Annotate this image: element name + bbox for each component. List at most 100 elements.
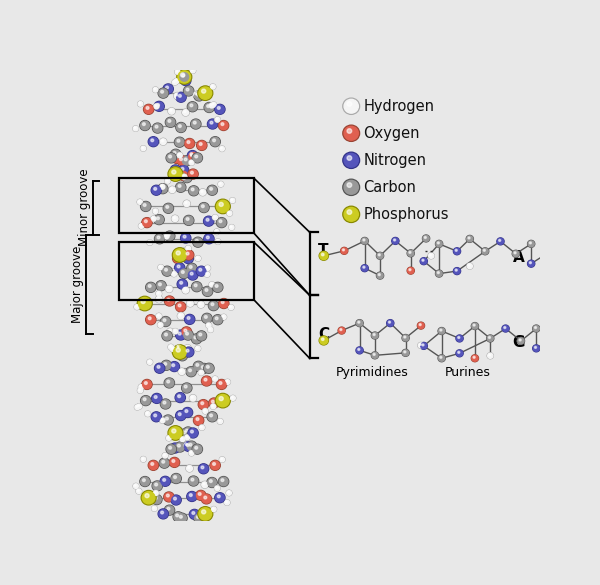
Circle shape <box>181 327 191 337</box>
Circle shape <box>182 175 184 177</box>
Circle shape <box>169 108 175 114</box>
Circle shape <box>176 92 186 102</box>
Circle shape <box>158 322 163 328</box>
Circle shape <box>170 362 179 371</box>
Circle shape <box>189 153 197 161</box>
Circle shape <box>184 86 194 96</box>
Circle shape <box>182 247 188 254</box>
Circle shape <box>160 418 165 423</box>
Circle shape <box>205 235 213 243</box>
Circle shape <box>187 102 197 112</box>
Circle shape <box>403 335 409 341</box>
Circle shape <box>212 215 218 220</box>
Circle shape <box>535 326 536 329</box>
Circle shape <box>161 90 164 93</box>
Circle shape <box>181 233 191 243</box>
Circle shape <box>167 298 170 301</box>
Circle shape <box>535 346 536 348</box>
Circle shape <box>407 250 414 256</box>
Circle shape <box>187 301 193 307</box>
Circle shape <box>208 479 216 487</box>
Circle shape <box>181 75 191 85</box>
Circle shape <box>575 254 577 256</box>
Circle shape <box>160 316 170 326</box>
Circle shape <box>376 272 383 279</box>
Circle shape <box>154 101 164 111</box>
Circle shape <box>153 209 158 214</box>
Circle shape <box>135 405 140 410</box>
Circle shape <box>167 287 169 289</box>
Circle shape <box>175 256 178 259</box>
Circle shape <box>187 300 194 307</box>
Circle shape <box>198 493 201 495</box>
Circle shape <box>182 173 192 183</box>
Circle shape <box>160 184 165 190</box>
Circle shape <box>578 336 587 345</box>
Circle shape <box>189 450 194 456</box>
Circle shape <box>173 427 183 437</box>
Circle shape <box>146 315 155 324</box>
Circle shape <box>175 429 178 432</box>
Circle shape <box>572 252 582 261</box>
Circle shape <box>166 417 169 420</box>
Circle shape <box>177 153 182 158</box>
Circle shape <box>184 216 193 225</box>
Circle shape <box>193 283 201 291</box>
Circle shape <box>205 104 214 112</box>
Circle shape <box>221 301 224 304</box>
Circle shape <box>152 495 162 504</box>
Circle shape <box>155 483 158 486</box>
Circle shape <box>186 436 187 438</box>
Circle shape <box>195 155 197 158</box>
Circle shape <box>166 205 169 208</box>
Circle shape <box>152 506 157 511</box>
Circle shape <box>225 380 230 384</box>
Circle shape <box>185 246 191 251</box>
Circle shape <box>178 332 181 335</box>
Circle shape <box>170 109 172 111</box>
Circle shape <box>164 492 174 502</box>
Circle shape <box>178 184 181 187</box>
Circle shape <box>183 408 192 417</box>
Circle shape <box>136 406 137 407</box>
Circle shape <box>143 204 146 207</box>
Circle shape <box>392 238 399 245</box>
Circle shape <box>171 473 181 483</box>
Circle shape <box>338 328 345 333</box>
Circle shape <box>195 346 200 351</box>
Circle shape <box>418 342 424 349</box>
Circle shape <box>174 78 179 84</box>
Circle shape <box>176 345 182 350</box>
Circle shape <box>179 349 187 358</box>
Circle shape <box>178 71 191 83</box>
Circle shape <box>173 329 178 333</box>
Circle shape <box>163 453 167 458</box>
Circle shape <box>156 297 162 302</box>
Circle shape <box>172 345 187 359</box>
Circle shape <box>142 479 145 481</box>
Circle shape <box>210 121 213 124</box>
Circle shape <box>166 180 168 181</box>
Circle shape <box>202 510 206 514</box>
Circle shape <box>177 139 180 142</box>
Circle shape <box>196 363 199 366</box>
Circle shape <box>175 442 185 452</box>
Circle shape <box>137 297 152 311</box>
Circle shape <box>179 269 188 278</box>
Circle shape <box>215 118 220 122</box>
Circle shape <box>175 393 185 402</box>
Circle shape <box>153 124 162 132</box>
Circle shape <box>439 328 445 334</box>
Circle shape <box>187 442 196 450</box>
Circle shape <box>376 252 383 259</box>
Circle shape <box>170 458 179 467</box>
Circle shape <box>454 268 460 274</box>
Circle shape <box>418 343 424 348</box>
Circle shape <box>215 393 230 408</box>
Circle shape <box>160 139 166 144</box>
Circle shape <box>154 104 159 109</box>
Circle shape <box>214 315 222 324</box>
Circle shape <box>172 215 179 222</box>
Circle shape <box>145 411 151 417</box>
Circle shape <box>205 266 211 271</box>
